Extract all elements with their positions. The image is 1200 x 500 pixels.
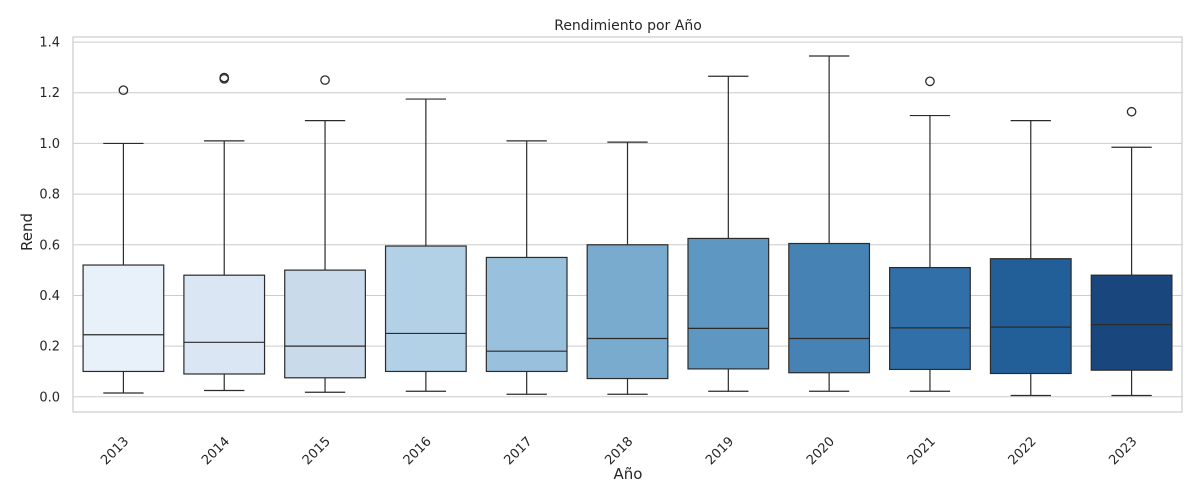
box-2021 xyxy=(889,76,971,392)
box-2020 xyxy=(788,55,871,392)
box-2018 xyxy=(586,141,669,395)
x-axis-ticks: 2013 2014 2015 2016 2017 2018 2019 2020 2021 2022… xyxy=(98,434,1140,468)
y-axis-label: Rend xyxy=(18,213,36,251)
x-tick-label: 2022 xyxy=(1006,434,1040,468)
x-tick-label: 2019 xyxy=(703,434,737,468)
box-2023 xyxy=(1090,106,1173,397)
iqr-box xyxy=(82,264,165,373)
box-2019 xyxy=(687,75,770,392)
iqr-box xyxy=(889,266,971,371)
x-tick-label: 2020 xyxy=(804,434,838,468)
outlier-point xyxy=(219,72,230,83)
box-2016 xyxy=(384,98,467,392)
x-tick-label: 2023 xyxy=(1106,434,1140,468)
iqr-box xyxy=(586,244,669,380)
box-2017 xyxy=(485,140,568,395)
iqr-box xyxy=(183,274,266,375)
y-tick-label: 1.4 xyxy=(39,36,60,51)
chart-title: Rendimiento por Año xyxy=(554,18,702,34)
iqr-box xyxy=(485,256,568,373)
iqr-box xyxy=(384,245,467,373)
plot-frame xyxy=(72,36,1183,413)
iqr-box xyxy=(788,242,871,374)
x-tick-label: 2015 xyxy=(300,434,334,468)
box-2022 xyxy=(989,120,1072,397)
x-tick-label: 2017 xyxy=(502,434,536,468)
iqr-box xyxy=(687,237,770,370)
x-tick-label: 2014 xyxy=(199,434,233,468)
y-axis-ticks: 0.0 0.2 0.4 0.6 0.8 1.0 1.2 1.4 xyxy=(39,36,60,406)
y-tick-label: 0.6 xyxy=(39,238,60,253)
y-tick-label: 0.8 xyxy=(39,188,60,203)
box-2014 xyxy=(183,72,266,392)
x-tick-label: 2013 xyxy=(98,434,132,468)
x-tick-label: 2018 xyxy=(602,434,636,468)
y-tick-label: 0.0 xyxy=(39,390,60,405)
x-tick-label: 2016 xyxy=(401,434,435,468)
outlier-point xyxy=(925,76,935,87)
y-tick-label: 0.4 xyxy=(39,289,60,304)
outlier-point xyxy=(1126,106,1137,117)
y-tick-label: 1.0 xyxy=(39,137,60,152)
outlier-point xyxy=(320,75,330,85)
iqr-box xyxy=(1090,274,1173,371)
x-axis-label: Año xyxy=(614,465,643,483)
y-tick-label: 1.2 xyxy=(39,86,60,101)
outlier-point xyxy=(118,85,129,96)
boxes xyxy=(82,55,1173,397)
box-2015 xyxy=(284,75,366,393)
y-tick-label: 0.2 xyxy=(39,340,60,355)
iqr-box xyxy=(989,258,1072,375)
x-tick-label: 2021 xyxy=(905,434,939,468)
iqr-box xyxy=(284,269,366,379)
box-2013 xyxy=(82,85,165,394)
